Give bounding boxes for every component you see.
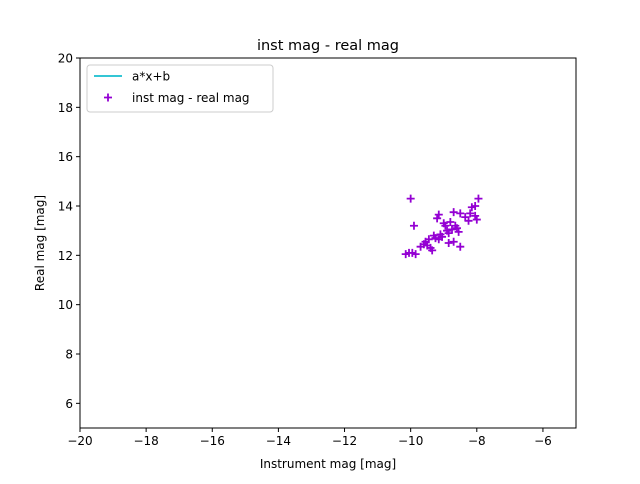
x-tick-label: −16 (200, 434, 225, 448)
data-point (441, 221, 450, 230)
x-tick-label: −12 (332, 434, 357, 448)
data-point (424, 235, 433, 244)
legend: a*x+b inst mag - real mag (86, 64, 274, 113)
data-point (456, 209, 465, 218)
legend-label-fit: a*x+b (132, 70, 170, 84)
data-point (446, 218, 455, 227)
data-point (409, 221, 418, 230)
data-point (444, 239, 453, 247)
y-tick-label: 6 (65, 397, 73, 411)
data-point (454, 227, 463, 236)
legend-box (86, 64, 274, 113)
legend-marker-plus (104, 93, 112, 102)
x-axis: −20 −18 −16 −14 −12 −10 −8 −6 (67, 428, 552, 448)
y-tick-label: 8 (65, 348, 73, 362)
x-tick-label: −20 (67, 434, 92, 448)
data-point (411, 250, 420, 259)
data-point (428, 246, 437, 255)
x-axis-label: Instrument mag [mag] (260, 457, 396, 471)
data-point (466, 209, 475, 218)
x-tick-label: −10 (398, 434, 423, 448)
data-point (456, 242, 465, 251)
data-point (449, 237, 458, 246)
y-tick-label: 16 (58, 150, 73, 164)
data-point (471, 211, 480, 220)
data-point (464, 216, 473, 225)
data-point (406, 194, 415, 203)
points-layer (401, 194, 483, 259)
y-tick-label: 18 (58, 101, 73, 115)
legend-label-points: inst mag - real mag (132, 91, 250, 105)
data-point (433, 214, 442, 223)
data-point (434, 210, 443, 219)
data-point (472, 215, 481, 224)
x-tick-label: −8 (468, 434, 486, 448)
data-point (449, 208, 458, 217)
plot-frame (79, 57, 577, 429)
data-point (471, 202, 480, 210)
y-tick-label: 10 (58, 298, 73, 312)
y-axis: 6 8 10 12 14 16 18 20 (58, 52, 80, 411)
x-tick-label: −6 (534, 434, 552, 448)
y-tick-label: 14 (58, 200, 73, 214)
chart-title: inst mag - real mag (257, 38, 399, 54)
x-tick-label: −14 (266, 434, 291, 448)
y-tick-label: 12 (58, 249, 73, 263)
y-tick-label: 20 (58, 52, 73, 66)
data-point (474, 194, 483, 203)
legend-marker-swatch (104, 93, 112, 102)
y-axis-label: Real mag [mag] (33, 195, 47, 291)
data-point (438, 232, 447, 241)
x-tick-label: −18 (133, 434, 158, 448)
data-point (452, 224, 461, 233)
